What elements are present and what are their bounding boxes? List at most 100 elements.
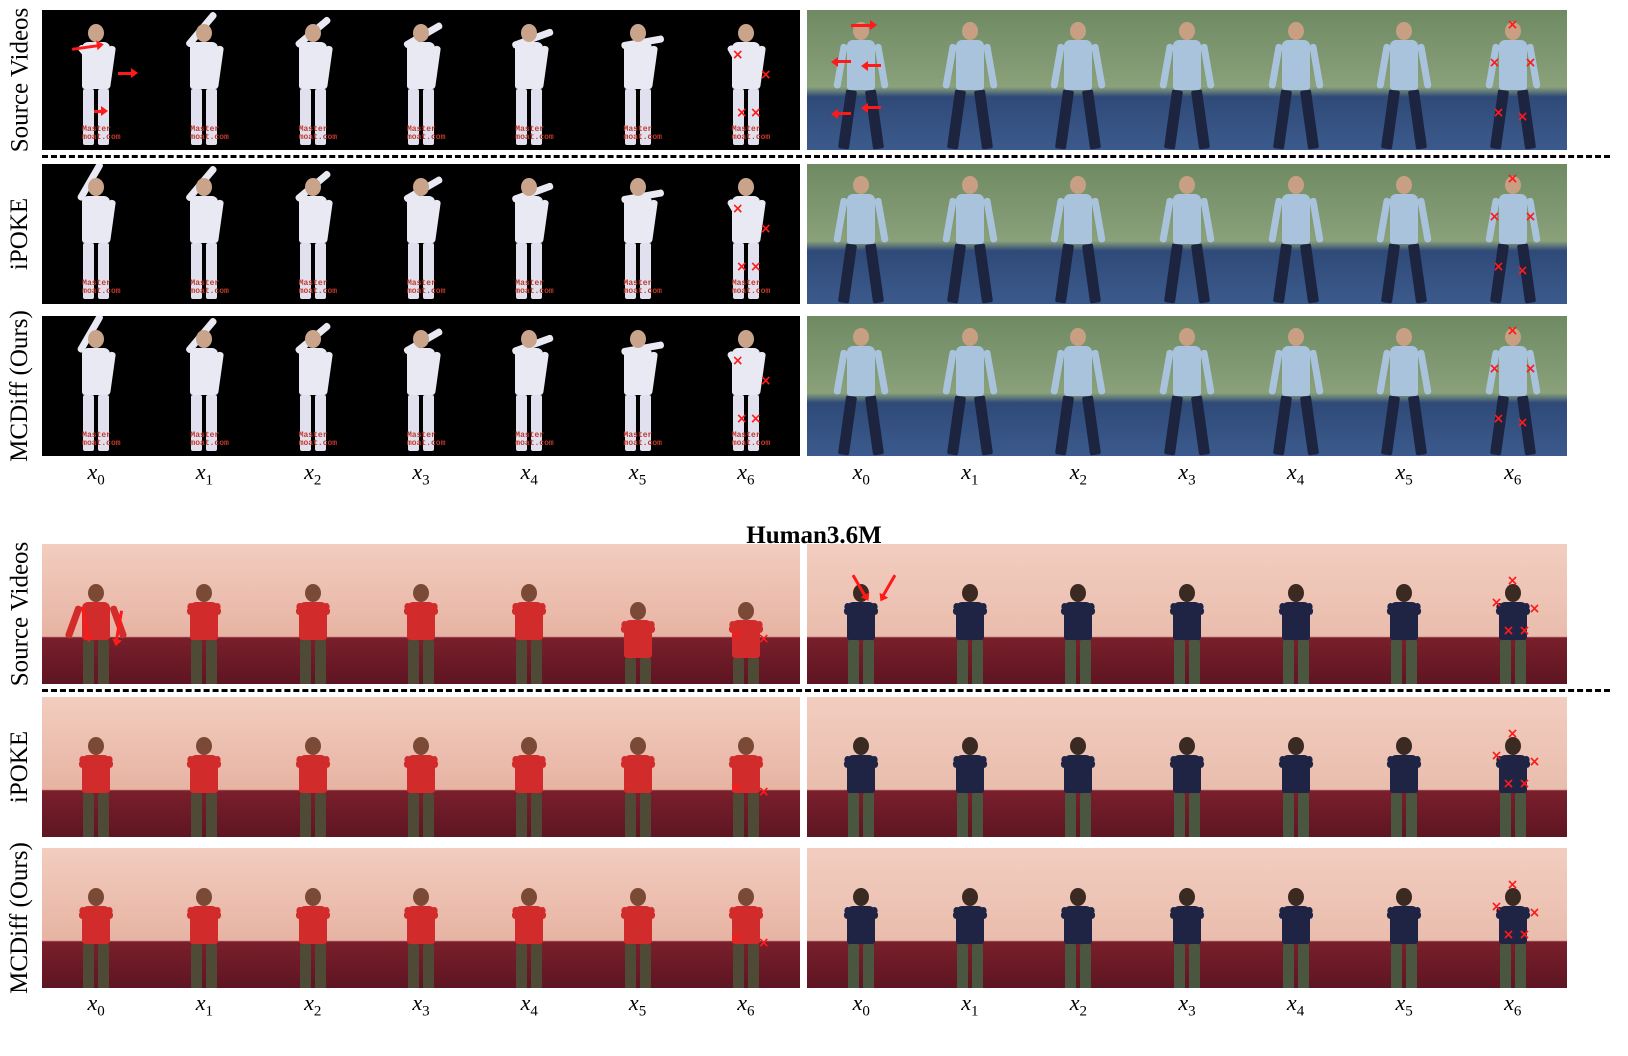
control-point-marker: × — [1490, 748, 1503, 764]
person-figure — [1267, 176, 1324, 304]
person-figure — [1159, 328, 1215, 456]
person-figure — [1386, 888, 1422, 988]
person-figure — [403, 737, 439, 837]
video-frame: Master moat.com — [42, 164, 151, 304]
frame-index-label: x5 — [1374, 990, 1434, 1020]
watermark: Master moat.com — [298, 279, 338, 296]
control-point-marker: × — [1518, 776, 1531, 792]
video-frame: Master moat.com — [150, 316, 259, 456]
control-point-marker: × — [731, 201, 744, 217]
person-figure — [1277, 888, 1314, 988]
video-frame: Master moat.com — [366, 316, 476, 456]
person-figure — [1159, 22, 1215, 150]
video-frame: × × × × × — [1458, 164, 1567, 304]
person-figure — [833, 176, 890, 304]
person-figure — [1159, 176, 1215, 304]
person-figure — [293, 321, 333, 452]
person-figure — [1386, 584, 1422, 684]
control-point-marker: × — [735, 259, 748, 275]
watermark: Master moat.com — [190, 431, 229, 448]
frame-var: x — [1504, 459, 1514, 484]
person-figure — [511, 737, 548, 837]
frame-index-label: x4 — [499, 459, 559, 489]
video-frame — [807, 544, 916, 684]
mcdiff-row: Master moat.com Master moat.com Master moat.c… — [42, 316, 800, 456]
person-figure — [186, 888, 223, 988]
row-label-source-bottom: Source Videos — [6, 541, 34, 687]
video-frame — [366, 697, 476, 837]
control-point-marker: × — [1524, 361, 1537, 377]
person-figure — [1277, 584, 1314, 684]
video-frame — [366, 544, 476, 684]
video-frame — [1349, 10, 1459, 150]
mcdiff-row: × × × × × — [807, 316, 1567, 456]
frame-index-label: x3 — [391, 990, 451, 1020]
frame-subscript: 2 — [313, 472, 322, 489]
watermark: Master moat.com — [298, 125, 338, 142]
video-frame: Master moat.com × × × × — [691, 10, 800, 150]
person-figure — [76, 316, 117, 452]
person-figure — [728, 888, 764, 988]
frame-subscript: 6 — [746, 472, 755, 489]
frame-var: x — [1178, 459, 1189, 484]
frame-subscript: 6 — [1513, 472, 1522, 489]
person-figure — [509, 24, 554, 146]
video-frame — [1241, 164, 1350, 304]
control-point-marker: × — [1524, 55, 1537, 71]
person-figure — [509, 330, 554, 452]
person-figure — [76, 164, 117, 300]
control-point-marker: × — [1492, 259, 1505, 275]
frame-var: x — [304, 990, 314, 1015]
video-frame: Master moat.com — [583, 316, 692, 456]
frame-subscript: 1 — [970, 472, 979, 489]
video-frame: Master moat.com — [150, 164, 259, 304]
control-point-marker: × — [1516, 415, 1529, 431]
frame-var: x — [1178, 990, 1189, 1015]
control-point-marker: × — [1488, 209, 1501, 225]
person-figure — [1060, 888, 1097, 988]
frame-index-label: x6 — [1483, 459, 1543, 489]
control-point-marker: × — [759, 67, 772, 83]
frame-subscript: 3 — [1188, 1003, 1196, 1020]
person-figure — [1376, 176, 1432, 304]
video-frame: Master moat.com — [475, 164, 584, 304]
video-frame — [1132, 164, 1242, 304]
person-figure — [1267, 328, 1324, 456]
person-figure — [833, 22, 890, 150]
control-point-marker: × — [757, 784, 770, 800]
frame-var: x — [1504, 990, 1514, 1015]
video-frame — [1241, 316, 1350, 456]
frame-index-label: x1 — [174, 990, 234, 1020]
video-frame — [583, 697, 692, 837]
frame-subscript: 6 — [1513, 1003, 1522, 1020]
frame-var: x — [1286, 990, 1297, 1015]
frame-index-label: x2 — [283, 990, 343, 1020]
person-figure — [618, 330, 664, 452]
frame-subscript: 5 — [1405, 472, 1413, 489]
frame-subscript: 4 — [1296, 1003, 1305, 1020]
frame-var: x — [852, 459, 863, 484]
frame-subscript: 4 — [530, 1003, 538, 1020]
frame-index-label: x5 — [608, 459, 668, 489]
control-point-marker: × — [759, 221, 772, 237]
control-point-marker: × — [731, 353, 744, 369]
video-frame — [807, 848, 916, 988]
frame-subscript: 4 — [1296, 472, 1305, 489]
watermark: Master moat.com — [406, 431, 446, 448]
frame-subscript: 0 — [97, 1003, 105, 1020]
motion-stroke-arrow — [118, 68, 138, 78]
watermark: Master moat.com — [731, 125, 771, 142]
person-figure — [942, 176, 998, 304]
frame-var: x — [1286, 459, 1297, 484]
video-frame — [150, 544, 259, 684]
person-figure — [952, 737, 988, 837]
frame-index-label: x1 — [940, 990, 1000, 1020]
frame-subscript: 2 — [313, 1003, 322, 1020]
person-figure — [726, 178, 766, 300]
video-frame: Master moat.com — [583, 164, 692, 304]
control-point-marker: × — [1506, 726, 1519, 742]
video-frame — [1132, 316, 1242, 456]
person-figure — [509, 178, 554, 300]
video-frame — [366, 848, 476, 988]
watermark: Master moat.com — [515, 431, 554, 448]
